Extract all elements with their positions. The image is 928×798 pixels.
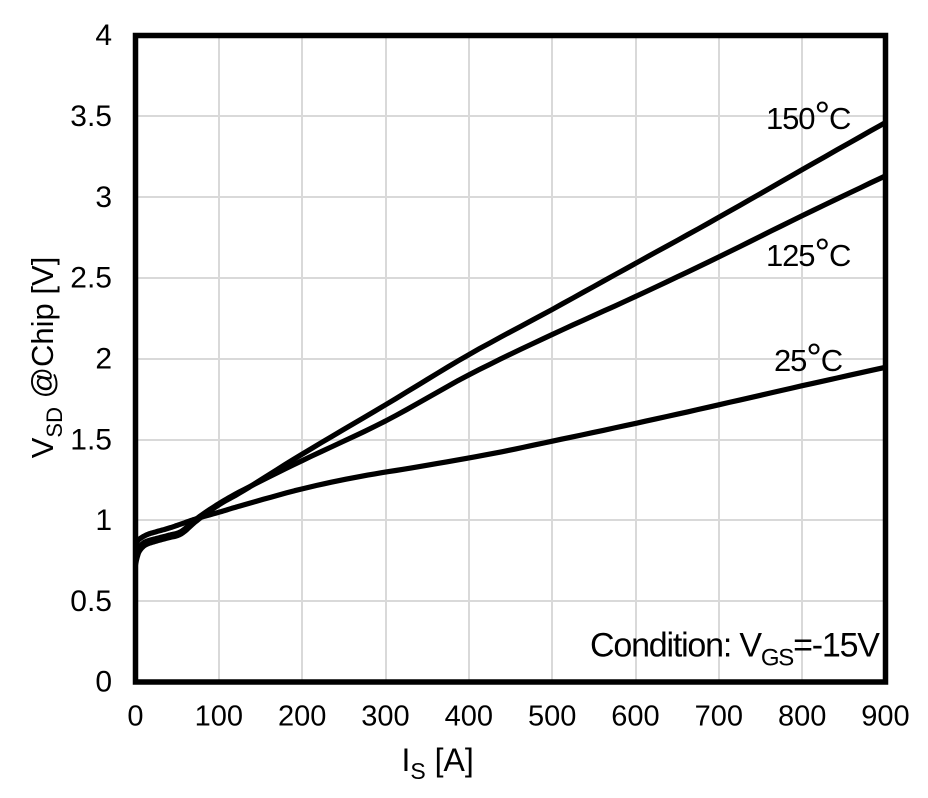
svg-text:0.5: 0.5 [70, 585, 112, 618]
svg-text:2.5: 2.5 [70, 262, 112, 295]
svg-text:0: 0 [127, 701, 143, 733]
svg-text:900: 900 [861, 701, 909, 733]
svg-text:3.5: 3.5 [70, 100, 112, 133]
svg-text:25°C: 25°C [774, 337, 843, 380]
svg-text:2: 2 [95, 342, 112, 375]
svg-text:125°C: 125°C [766, 232, 851, 275]
svg-text:4: 4 [95, 19, 112, 52]
svg-text:3: 3 [95, 181, 112, 214]
svg-text:800: 800 [778, 701, 826, 733]
svg-text:1.5: 1.5 [70, 423, 112, 456]
svg-text:600: 600 [611, 701, 659, 733]
svg-text:200: 200 [278, 701, 326, 733]
svg-text:700: 700 [695, 701, 743, 733]
svg-text:150°C: 150°C [766, 95, 851, 138]
svg-text:1: 1 [95, 504, 112, 537]
svg-text:0: 0 [95, 666, 112, 699]
svg-text:100: 100 [195, 701, 243, 733]
svg-text:400: 400 [445, 701, 493, 733]
svg-text:500: 500 [528, 701, 576, 733]
svg-text:Condition: VGS=-15V: Condition: VGS=-15V [590, 627, 880, 672]
svg-text:300: 300 [361, 701, 409, 733]
